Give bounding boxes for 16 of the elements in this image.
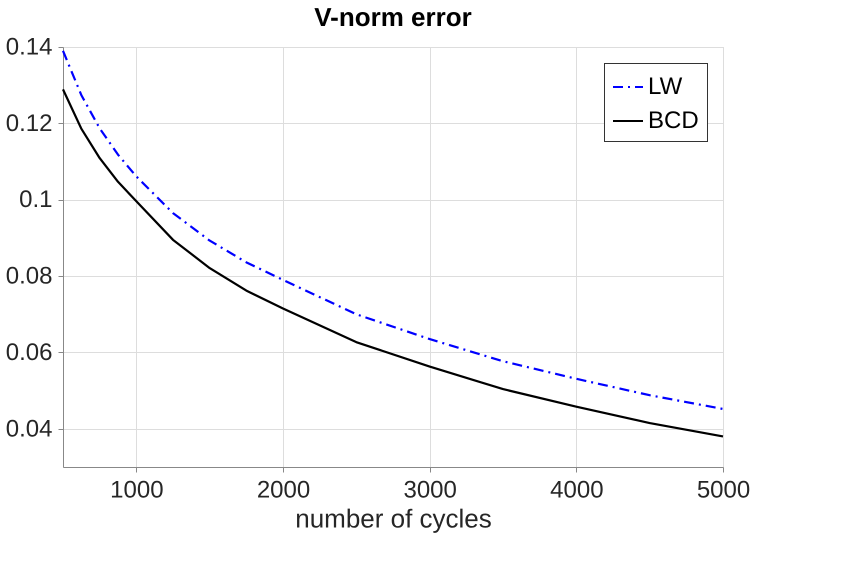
y-tick-label: 0.12 xyxy=(6,110,52,137)
legend-label: LW xyxy=(648,73,683,100)
chart-title: V-norm error xyxy=(314,2,472,32)
y-tick-label: 0.14 xyxy=(6,34,52,60)
x-axis-title: number of cycles xyxy=(295,504,492,534)
x-tick-label: 1000 xyxy=(110,476,164,504)
x-tick-label: 5000 xyxy=(696,476,750,504)
x-tick-label: 3000 xyxy=(403,476,457,504)
x-tick-label: 4000 xyxy=(550,476,604,504)
y-tick-label: 0.1 xyxy=(19,186,52,214)
x-tick-label: 2000 xyxy=(256,476,310,504)
y-tick-label: 0.08 xyxy=(6,262,52,290)
legend-label: BCD xyxy=(648,107,699,134)
line-series xyxy=(62,50,724,410)
y-tick-label: 0.04 xyxy=(6,415,52,442)
y-tick-label: 0.06 xyxy=(6,338,52,366)
